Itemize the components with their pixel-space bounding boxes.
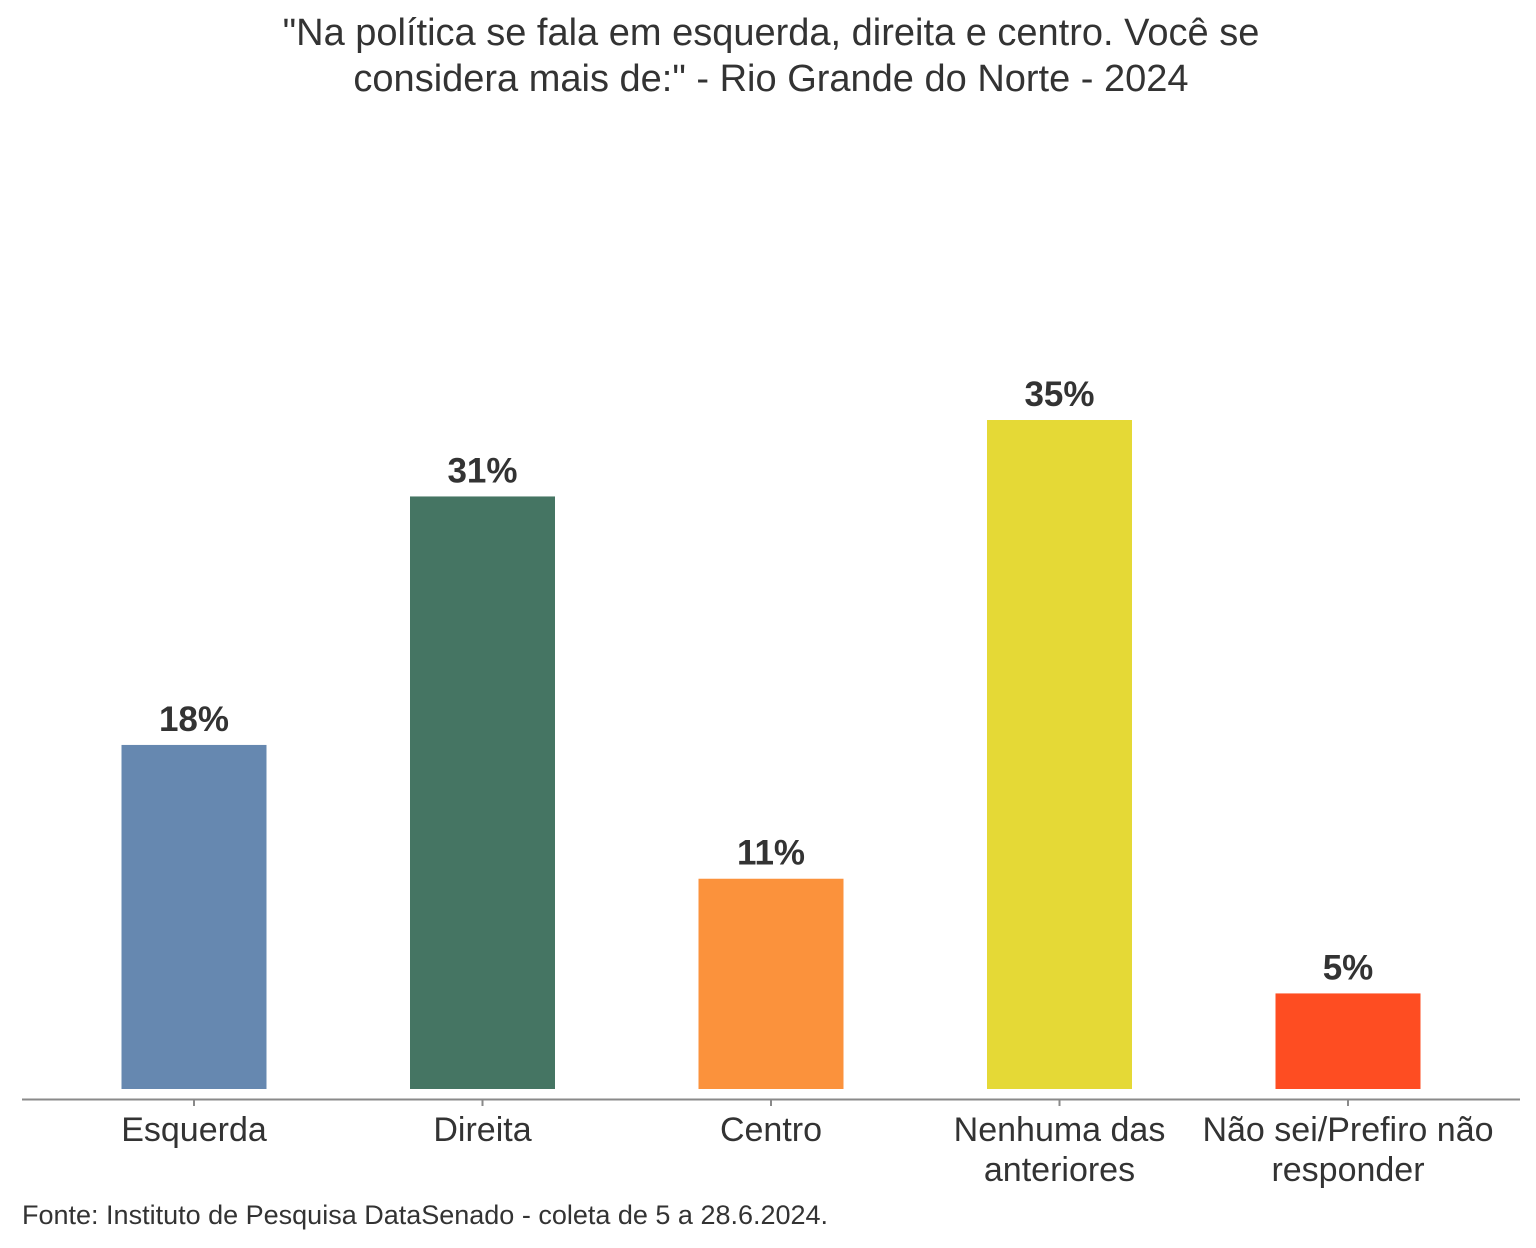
- data-label: 11%: [737, 834, 805, 873]
- x-tick-label: Esquerda: [121, 1111, 267, 1149]
- bar: [698, 878, 844, 1089]
- chart-title-line-1: "Na política se fala em esquerda, direit…: [282, 12, 1260, 54]
- chart-title-line-2: considera mais de:" - Rio Grande do Nort…: [353, 58, 1189, 100]
- data-label: 35%: [1024, 375, 1094, 414]
- x-tick-label: Direita: [433, 1111, 531, 1149]
- x-tick-label: Nenhuma das: [954, 1111, 1166, 1149]
- chart-title: "Na política se fala em esquerda, direit…: [0, 10, 1536, 102]
- x-tick-label: responder: [1271, 1151, 1424, 1189]
- data-label: 5%: [1323, 948, 1374, 987]
- data-label: 31%: [447, 451, 517, 490]
- bar: [1275, 993, 1421, 1089]
- data-label: 18%: [159, 700, 229, 739]
- source-note: Fonte: Instituto de Pesquisa DataSenado …: [22, 1200, 829, 1230]
- bar: [121, 744, 267, 1089]
- x-tick-label: anteriores: [984, 1151, 1135, 1189]
- bar: [987, 420, 1132, 1089]
- x-tick-label: Não sei/Prefiro não: [1202, 1111, 1493, 1149]
- x-tick-label: Centro: [720, 1111, 822, 1149]
- bar: [410, 496, 555, 1089]
